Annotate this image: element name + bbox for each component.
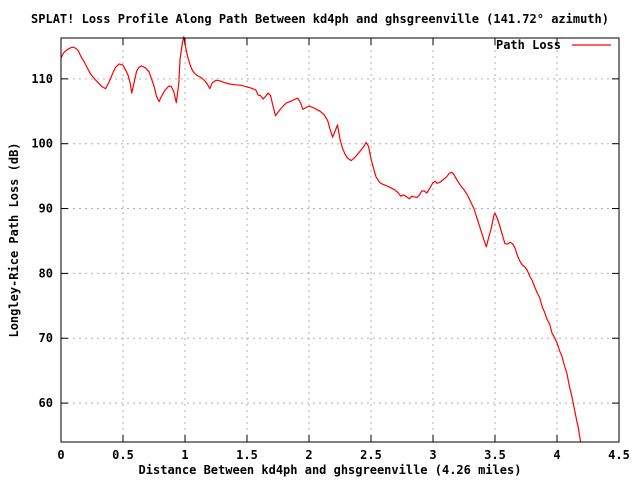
x-tick-label: 0 [57, 448, 64, 462]
y-tick-label: 80 [39, 266, 53, 280]
x-tick-label: 2 [305, 448, 312, 462]
axis-tick-labels: 0 0.5 1 1.5 2 2.5 3 3.5 4 4.5 60 70 80 90 100 110 [31, 72, 630, 462]
x-tick-label: 1 [181, 448, 188, 462]
path-loss-series [61, 36, 582, 442]
x-tick-label: 4 [553, 448, 560, 462]
plot-border [60, 37, 620, 443]
y-tick-label: 100 [31, 137, 53, 151]
legend: Path Loss [496, 38, 611, 52]
y-tick-label: 90 [39, 202, 53, 216]
chart-title: SPLAT! Loss Profile Along Path Between k… [31, 12, 609, 26]
x-tick-label: 2.5 [360, 448, 382, 462]
y-tick-label: 60 [39, 396, 53, 410]
y-tick-label: 70 [39, 331, 53, 345]
y-axis-label: Longley-Rice Path Loss (dB) [7, 142, 21, 337]
y-tick-label: 110 [31, 72, 53, 86]
grid-lines [61, 38, 619, 442]
axis-ticks [60, 38, 620, 442]
x-tick-label: 1.5 [236, 448, 258, 462]
path-loss-curve-layer [61, 36, 582, 442]
x-tick-label: 3.5 [484, 448, 506, 462]
legend-label: Path Loss [496, 38, 561, 52]
x-tick-label: 0.5 [112, 448, 134, 462]
x-tick-label: 3 [429, 448, 436, 462]
x-tick-label: 4.5 [608, 448, 630, 462]
x-axis-label: Distance Between kd4ph and ghsgreenville… [139, 463, 522, 477]
